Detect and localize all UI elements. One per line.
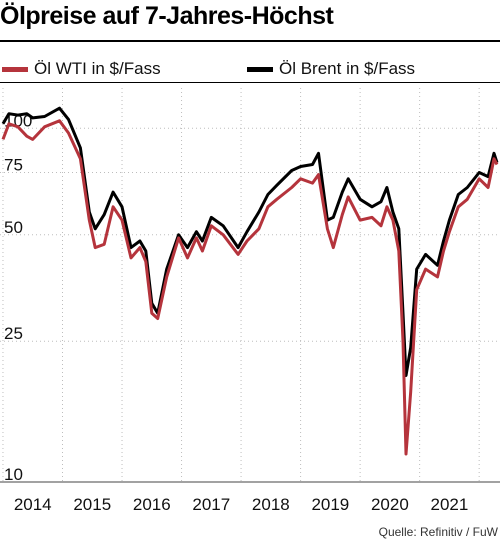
- legend-item-wti: Öl WTI in $/Fass: [2, 58, 161, 80]
- x-tick-label: 2017: [192, 495, 230, 514]
- x-tick-label: 2014: [14, 495, 52, 514]
- legend-label-brent: Öl Brent in $/Fass: [279, 59, 416, 78]
- y-tick-label: 25: [4, 324, 23, 343]
- y-tick-label: 10: [4, 465, 23, 484]
- title-rule: [0, 40, 500, 42]
- legend-item-brent: Öl Brent in $/Fass: [247, 58, 415, 80]
- wti-swatch: [2, 66, 28, 72]
- brent-swatch: [247, 66, 273, 72]
- chart-title: Ölpreise auf 7-Jahres-Höchst: [0, 2, 334, 30]
- y-tick-label: 50: [4, 218, 23, 237]
- series-line-wti: [1, 119, 499, 456]
- x-tick-label: 2018: [252, 495, 290, 514]
- legend-rule: [0, 82, 500, 83]
- x-tick-label: 2019: [311, 495, 349, 514]
- x-tick-label: 2020: [371, 495, 409, 514]
- x-tick-label: 2021: [430, 495, 468, 514]
- x-tick-label: 2015: [73, 495, 111, 514]
- y-tick-label: 75: [4, 155, 23, 174]
- source-note: Quelle: Refinitiv / FuW: [378, 525, 498, 539]
- x-tick-label: 2016: [133, 495, 171, 514]
- series-line-brent: [1, 106, 499, 377]
- legend-label-wti: Öl WTI in $/Fass: [34, 59, 161, 78]
